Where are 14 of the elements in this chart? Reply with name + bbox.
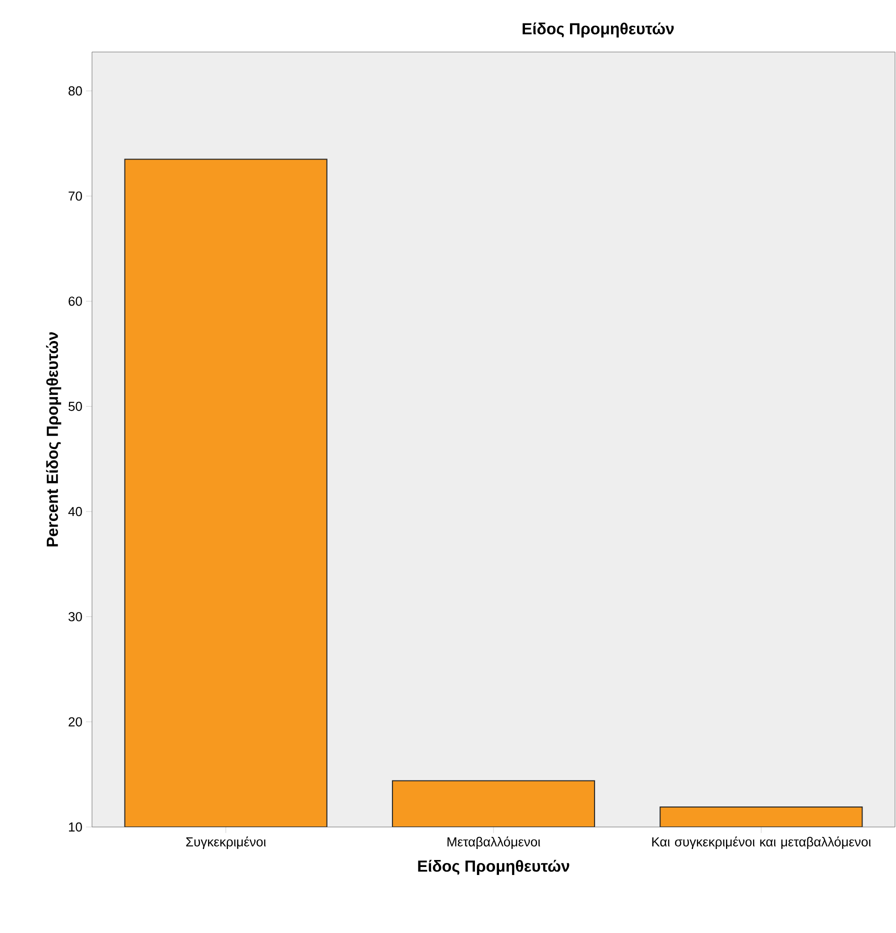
y-tick-label: 20 [68, 717, 82, 726]
x-tick-label: Συγκεκριμένοι [186, 836, 266, 850]
y-tick-label: 40 [68, 506, 82, 516]
y-tick-label: 30 [68, 612, 82, 622]
x-tick-label: Μεταβαλλόμενοι [448, 836, 540, 850]
y-tick-label: 10 [69, 822, 82, 832]
x-tick-label: Και συγκεκριμένοι και μεταβαλλόμενοι [652, 836, 871, 850]
y-tick-label: 80 [68, 86, 82, 96]
chart-title: Είδος Προμηθευτών [522, 22, 674, 38]
y-tick-label: 50 [68, 402, 82, 411]
y-tick-label: 70 [68, 191, 82, 201]
x-axis-title: Είδος Προμηθευτών [418, 860, 570, 875]
y-axis-title: Percent Είδος Προμηθευτών [46, 332, 62, 546]
y-tick-label: 60 [68, 296, 82, 306]
